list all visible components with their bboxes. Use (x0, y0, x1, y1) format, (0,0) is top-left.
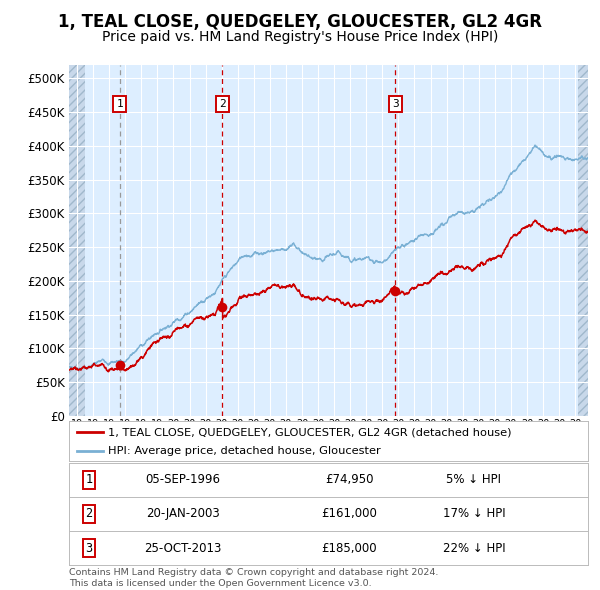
Text: 1: 1 (116, 99, 124, 109)
Text: Contains HM Land Registry data © Crown copyright and database right 2024.
This d: Contains HM Land Registry data © Crown c… (69, 568, 439, 588)
Text: 3: 3 (85, 542, 92, 555)
Text: HPI: Average price, detached house, Gloucester: HPI: Average price, detached house, Glou… (108, 445, 380, 455)
Text: 1, TEAL CLOSE, QUEDGELEY, GLOUCESTER, GL2 4GR: 1, TEAL CLOSE, QUEDGELEY, GLOUCESTER, GL… (58, 14, 542, 31)
Text: 17% ↓ HPI: 17% ↓ HPI (443, 507, 505, 520)
Text: £185,000: £185,000 (322, 542, 377, 555)
Text: 20-JAN-2003: 20-JAN-2003 (146, 507, 220, 520)
Text: £74,950: £74,950 (325, 473, 374, 486)
Text: 2: 2 (219, 99, 226, 109)
Text: 2: 2 (85, 507, 92, 520)
Text: Price paid vs. HM Land Registry's House Price Index (HPI): Price paid vs. HM Land Registry's House … (102, 30, 498, 44)
Text: £161,000: £161,000 (322, 507, 377, 520)
Text: 22% ↓ HPI: 22% ↓ HPI (443, 542, 505, 555)
Bar (69, 65, 85, 416)
Bar (578, 65, 588, 416)
Text: 1: 1 (85, 473, 92, 486)
Text: 5% ↓ HPI: 5% ↓ HPI (446, 473, 502, 486)
Text: 25-OCT-2013: 25-OCT-2013 (145, 542, 222, 555)
Text: 05-SEP-1996: 05-SEP-1996 (146, 473, 221, 486)
Bar (578, 65, 588, 416)
Text: 1, TEAL CLOSE, QUEDGELEY, GLOUCESTER, GL2 4GR (detached house): 1, TEAL CLOSE, QUEDGELEY, GLOUCESTER, GL… (108, 427, 511, 437)
Text: 3: 3 (392, 99, 399, 109)
Bar (69, 65, 85, 416)
